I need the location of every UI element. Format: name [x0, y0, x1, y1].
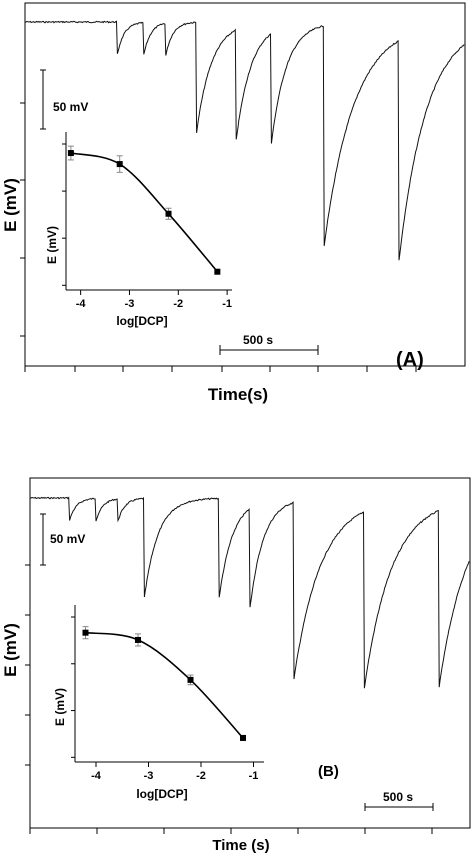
inset-x-tick-label: -1	[222, 298, 232, 310]
panel-b-x-scale-label: 500 s	[383, 790, 413, 804]
panel-a-y-scale-bar: 50 mV	[40, 69, 88, 130]
panel-b: E (mV) Time (s) (B) 50 mV 500 s -4 -3 -2 -1…	[1, 477, 471, 854]
inset-data-point	[165, 210, 172, 217]
panel-b-y-scale-label: 50 mV	[50, 532, 85, 546]
inset-x-tick-label: -2	[196, 770, 206, 782]
panel-a: E (mV) Time(s) (A) 50 mV 500 s -4 -3 -2 -1 …	[1, 2, 466, 404]
inset-data-point	[67, 150, 74, 157]
inset-data-point	[135, 636, 141, 643]
panel-a-x-ticks	[24, 366, 417, 372]
inset-x-tick-label: -3	[125, 298, 135, 310]
panel-b-y-ticks	[25, 564, 30, 766]
panel-a-inset-points	[67, 145, 221, 275]
panel-a-x-scale-label: 500 s	[243, 333, 273, 347]
panel-b-y-axis-label: E (mV)	[1, 623, 20, 677]
inset-x-tick-label: -1	[249, 770, 259, 782]
panel-a-frame	[24, 2, 466, 367]
inset-x-tick-label: -4	[91, 770, 102, 782]
inset-data-point	[82, 629, 89, 636]
panel-b-x-axis-label: Time (s)	[212, 837, 269, 854]
panel-a-y-scale-label: 50 mV	[53, 100, 88, 114]
panel-b-inset-x-label: log[DCP]	[136, 787, 187, 801]
panel-a-inset-ticks: -4 -3 -2 -1	[62, 143, 232, 310]
panel-a-y-axis-label: E (mV)	[1, 178, 20, 232]
panel-a-x-axis-label: Time(s)	[208, 385, 268, 404]
panel-b-potential-trace	[29, 496, 470, 689]
inset-data-point	[187, 676, 194, 683]
panel-b-inset-y-label: E (mV)	[53, 688, 67, 726]
inset-x-tick-label: -4	[76, 298, 87, 310]
inset-x-tick-label: -2	[173, 298, 183, 310]
inset-data-point	[240, 734, 246, 741]
panel-a-label: (A)	[396, 349, 424, 371]
panel-a-potential-trace	[24, 20, 465, 261]
panel-a-inset-fit-curve	[70, 152, 219, 273]
panel-b-frame	[29, 477, 471, 829]
panel-a-inset: -4 -3 -2 -1 E (mV) log[DCP]	[45, 132, 232, 328]
inset-x-tick-label: -3	[144, 770, 154, 782]
panel-b-x-scale-bar: 500 s	[364, 790, 434, 811]
panel-b-inset-points	[82, 626, 246, 741]
inset-data-point	[116, 161, 123, 168]
panel-b-inset-ticks: -4 -3 -2 -1	[71, 616, 259, 782]
panel-b-label: (B)	[318, 763, 339, 780]
panel-a-inset-x-label: log[DCP]	[116, 314, 167, 328]
panel-a-inset-y-label: E (mV)	[45, 226, 59, 264]
panel-a-x-scale-bar: 500 s	[219, 333, 319, 355]
panel-a-y-ticks	[20, 102, 25, 337]
panel-b-inset-fit-curve	[85, 631, 244, 739]
panel-b-y-scale-bar: 50 mV	[40, 513, 85, 566]
inset-data-point	[214, 268, 221, 275]
panel-b-inset: -4 -3 -2 -1 E (mV) log[DCP]	[53, 605, 264, 801]
panel-b-x-ticks	[29, 828, 433, 834]
